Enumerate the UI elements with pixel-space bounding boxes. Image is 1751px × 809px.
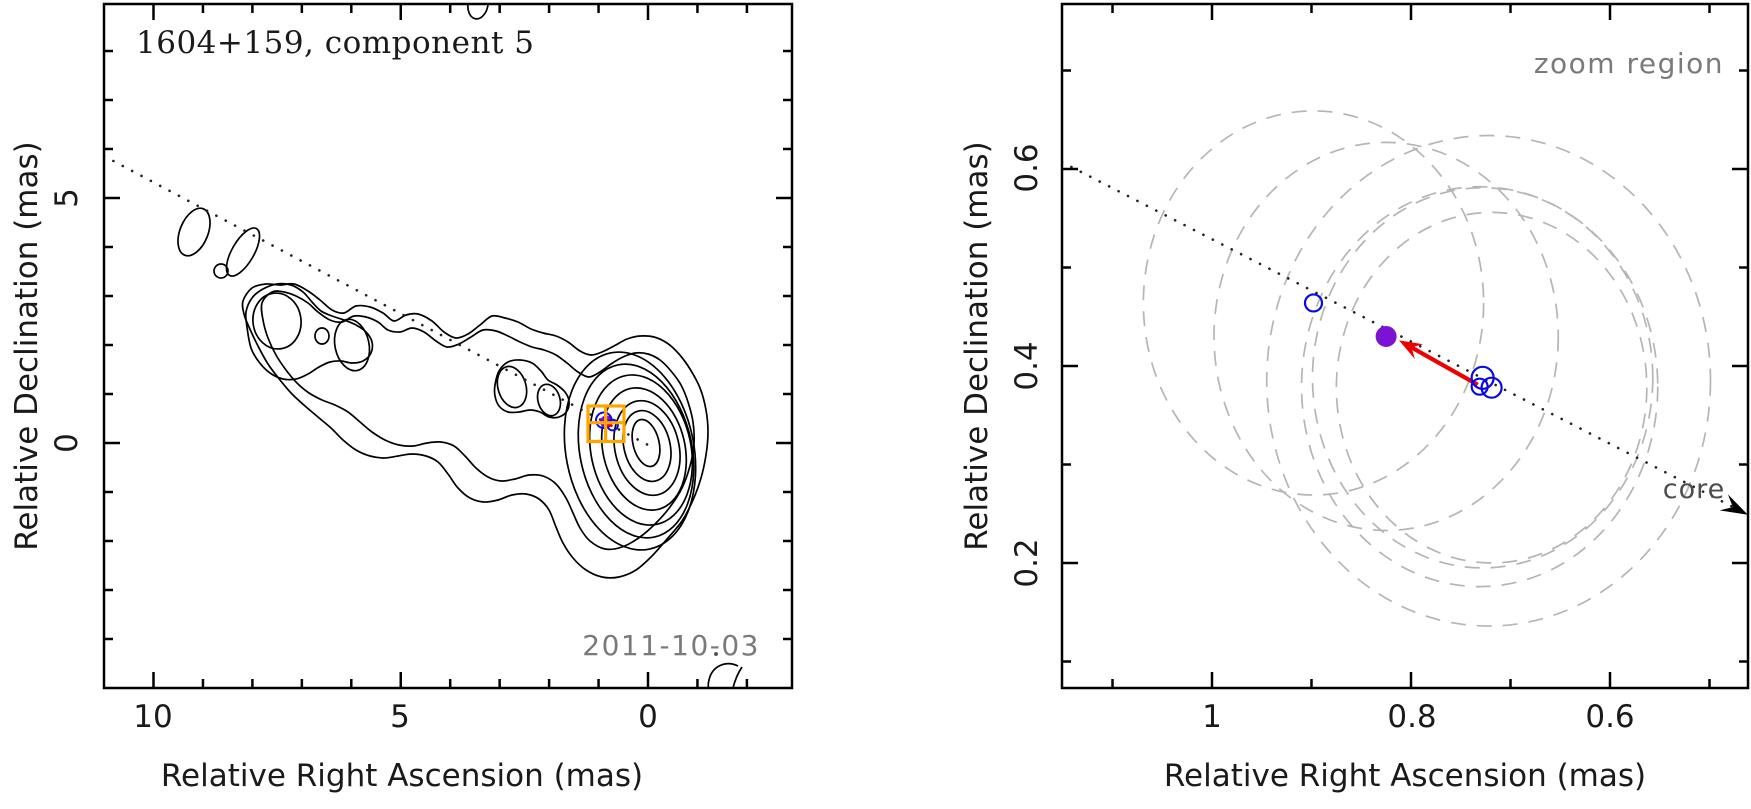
left-axes-frame bbox=[102, 2, 794, 690]
highlighted-position-filled-marker bbox=[1375, 325, 1397, 347]
core-direction-dotted-line bbox=[1062, 160, 1743, 513]
x-tick-0.8: 0.8 bbox=[1387, 699, 1436, 735]
beam-size-dashed-circle-4 bbox=[1335, 211, 1648, 564]
map-title: 1604+159, component 5 bbox=[136, 25, 534, 61]
epoch-position-open-marker-2 bbox=[1470, 377, 1489, 396]
motion-arrow-line bbox=[1406, 343, 1479, 387]
core-contour-ring-0 bbox=[631, 418, 661, 468]
core-contour-ring-3 bbox=[600, 387, 688, 511]
motion-arrow-head bbox=[1399, 340, 1424, 360]
jet-knot-contour-8 bbox=[466, 4, 490, 20]
y-tick-5: 5 bbox=[49, 188, 85, 208]
right-y-axis-label: Relative Declination (mas) bbox=[959, 141, 995, 551]
jet-knot-contour-5 bbox=[252, 292, 302, 350]
right-x-axis-label: Relative Right Ascension (mas) bbox=[1164, 758, 1646, 794]
x-tick-1: 1 bbox=[1202, 699, 1222, 735]
jet-knot-contour-4 bbox=[333, 318, 371, 372]
jet-knot-contour-1 bbox=[225, 227, 261, 277]
jet-contour-level-1 bbox=[260, 290, 696, 551]
beam-size-dashed-circle-1 bbox=[1213, 141, 1560, 532]
y-tick-0: 0 bbox=[49, 433, 85, 453]
right-panel-zoom-region: zoom region core 1 0.8 0.6 0.6 0.4 0.2 R… bbox=[959, 2, 1750, 794]
left-y-axis-label: Relative Declination (mas) bbox=[9, 141, 45, 551]
jet-contour-level-0 bbox=[241, 282, 709, 579]
core-contour-ring-2 bbox=[613, 399, 681, 497]
epoch-position-open-marker-3 bbox=[1480, 376, 1503, 399]
beam-size-dashed-circle-0 bbox=[1142, 110, 1485, 496]
jet-knot-contour-7 bbox=[536, 383, 562, 417]
left-annotations bbox=[104, 154, 652, 448]
left-x-axis-label: Relative Right Ascension (mas) bbox=[161, 758, 643, 794]
y-tick-0.4: 0.4 bbox=[1009, 341, 1045, 390]
jet-contour-level-2 bbox=[244, 282, 374, 381]
y-tick-0.2: 0.2 bbox=[1009, 538, 1045, 587]
core-contour-ring-1 bbox=[622, 409, 672, 483]
epoch-date-label: 2011-10-03 bbox=[582, 629, 760, 662]
x-tick-0.6: 0.6 bbox=[1585, 699, 1634, 735]
contour-fragment-1 bbox=[732, 666, 743, 688]
x-tick-5: 5 bbox=[390, 699, 410, 735]
right-axes-frame bbox=[1060, 2, 1750, 690]
noise-speck bbox=[714, 652, 718, 656]
left-axis-ticks bbox=[104, 4, 792, 688]
jet-knot-contour-0 bbox=[177, 207, 211, 257]
left-panel-contour-map: 1604+159, component 5 2011-10-03 10 5 0 … bbox=[9, 2, 794, 794]
core-contour-ring-5 bbox=[577, 363, 695, 539]
jet-contour-map bbox=[177, 4, 743, 688]
core-contour-ring-4 bbox=[588, 374, 694, 526]
beam-size-dashed-circle-3 bbox=[1300, 185, 1659, 588]
x-tick-10: 10 bbox=[133, 699, 172, 735]
core-contour-ring-6 bbox=[563, 351, 697, 551]
beam-size-dashed-circle-2 bbox=[1311, 186, 1654, 569]
jet-knot-contour-6 bbox=[496, 365, 528, 409]
zoom-region-label: zoom region bbox=[1534, 47, 1724, 80]
jet-contour-level-3 bbox=[493, 359, 570, 419]
beam-size-dashed-circle-5 bbox=[1265, 134, 1712, 627]
jet-knot-contour-3 bbox=[314, 327, 330, 345]
x-tick-0: 0 bbox=[638, 699, 658, 735]
core-direction-arrow-head bbox=[1719, 494, 1748, 515]
zoom-region-marks bbox=[1062, 110, 1748, 627]
contour-fragment-0 bbox=[707, 662, 739, 688]
y-tick-0.6: 0.6 bbox=[1009, 143, 1045, 192]
epoch-position-open-marker-0 bbox=[1303, 293, 1324, 313]
jet-knot-contour-2 bbox=[213, 263, 229, 279]
right-axis-ticks bbox=[1062, 4, 1748, 688]
core-label: core bbox=[1663, 474, 1725, 505]
jet-axis-dotted-line bbox=[104, 154, 652, 448]
